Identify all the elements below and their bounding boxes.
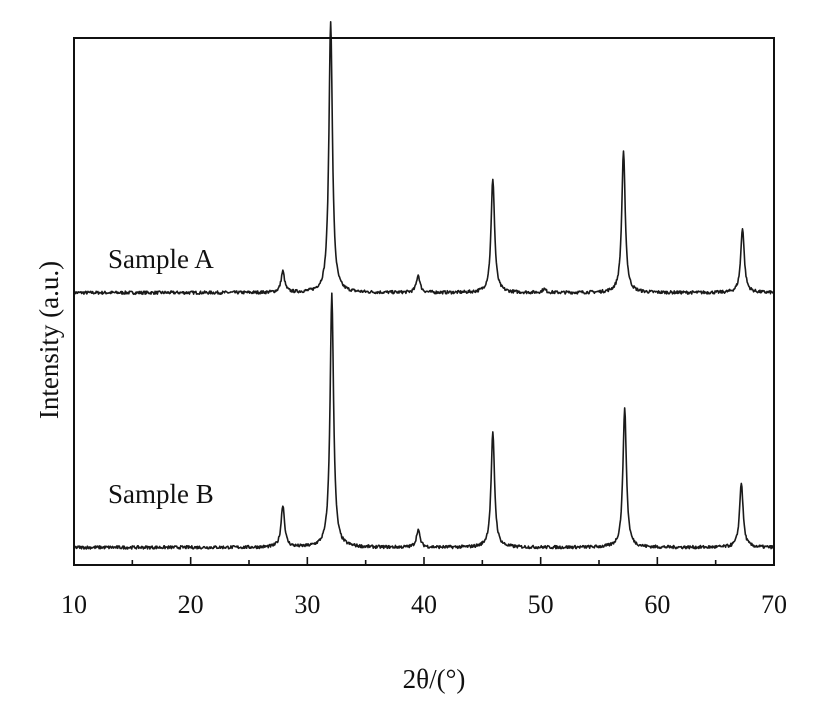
x-tick-label: 60 [644,590,670,619]
x-tick-label: 20 [178,590,204,619]
traces-layer [73,21,775,550]
series-label-2: Sample B [108,479,214,509]
x-axis: 10 20 30 40 50 60 70 [61,557,787,619]
x-axis-label: 2θ/(°) [403,664,466,694]
series-label-1: Sample A [108,244,214,274]
y-axis-label: Intensity (a.u.) [34,261,64,419]
series-line-2 [73,292,775,550]
x-tick-label: 30 [294,590,320,619]
x-tick-label: 40 [411,590,437,619]
x-tick-label: 10 [61,590,87,619]
series-labels: Sample A Sample B [108,244,214,509]
x-tick-label: 50 [528,590,554,619]
series-line-1 [73,21,775,296]
x-tick-label: 70 [761,590,787,619]
